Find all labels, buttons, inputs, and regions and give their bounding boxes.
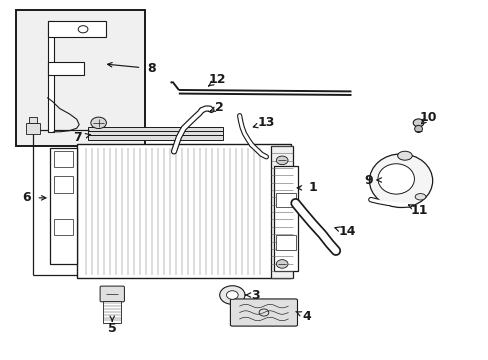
Circle shape	[91, 117, 106, 129]
Text: 8: 8	[146, 62, 155, 75]
Bar	[16, 10, 144, 146]
Bar	[29, 117, 37, 123]
Text: 6: 6	[22, 192, 31, 204]
Bar	[276, 193, 295, 207]
Ellipse shape	[412, 119, 423, 127]
Text: 14: 14	[338, 225, 356, 238]
Bar	[54, 219, 73, 235]
Text: 5: 5	[108, 322, 116, 335]
Bar	[50, 148, 77, 264]
Bar	[54, 176, 73, 193]
Bar	[47, 21, 106, 37]
Ellipse shape	[414, 194, 425, 200]
Circle shape	[276, 156, 287, 165]
Text: 12: 12	[208, 73, 226, 86]
Bar	[271, 146, 292, 278]
Circle shape	[219, 286, 244, 304]
Text: 11: 11	[410, 204, 427, 217]
Ellipse shape	[369, 154, 432, 207]
Circle shape	[226, 291, 238, 299]
Text: 2: 2	[214, 101, 223, 114]
Bar	[26, 123, 40, 134]
Text: 7: 7	[73, 131, 82, 144]
Text: 10: 10	[419, 111, 436, 124]
Bar	[273, 166, 297, 271]
Bar	[88, 131, 222, 135]
Bar	[47, 62, 84, 75]
Ellipse shape	[414, 125, 422, 132]
Circle shape	[276, 260, 287, 268]
Bar	[47, 21, 54, 132]
Text: 4: 4	[302, 310, 310, 323]
Text: 3: 3	[250, 288, 259, 302]
FancyBboxPatch shape	[230, 299, 297, 326]
Bar	[54, 152, 73, 167]
Ellipse shape	[397, 151, 411, 160]
Text: 1: 1	[307, 181, 316, 194]
Bar	[103, 301, 121, 323]
Bar	[77, 144, 290, 278]
Text: 13: 13	[257, 116, 275, 129]
Bar	[88, 127, 222, 131]
Bar	[276, 235, 295, 249]
FancyBboxPatch shape	[100, 286, 124, 302]
Bar	[88, 135, 222, 140]
Text: 9: 9	[364, 174, 372, 186]
Ellipse shape	[377, 164, 414, 194]
